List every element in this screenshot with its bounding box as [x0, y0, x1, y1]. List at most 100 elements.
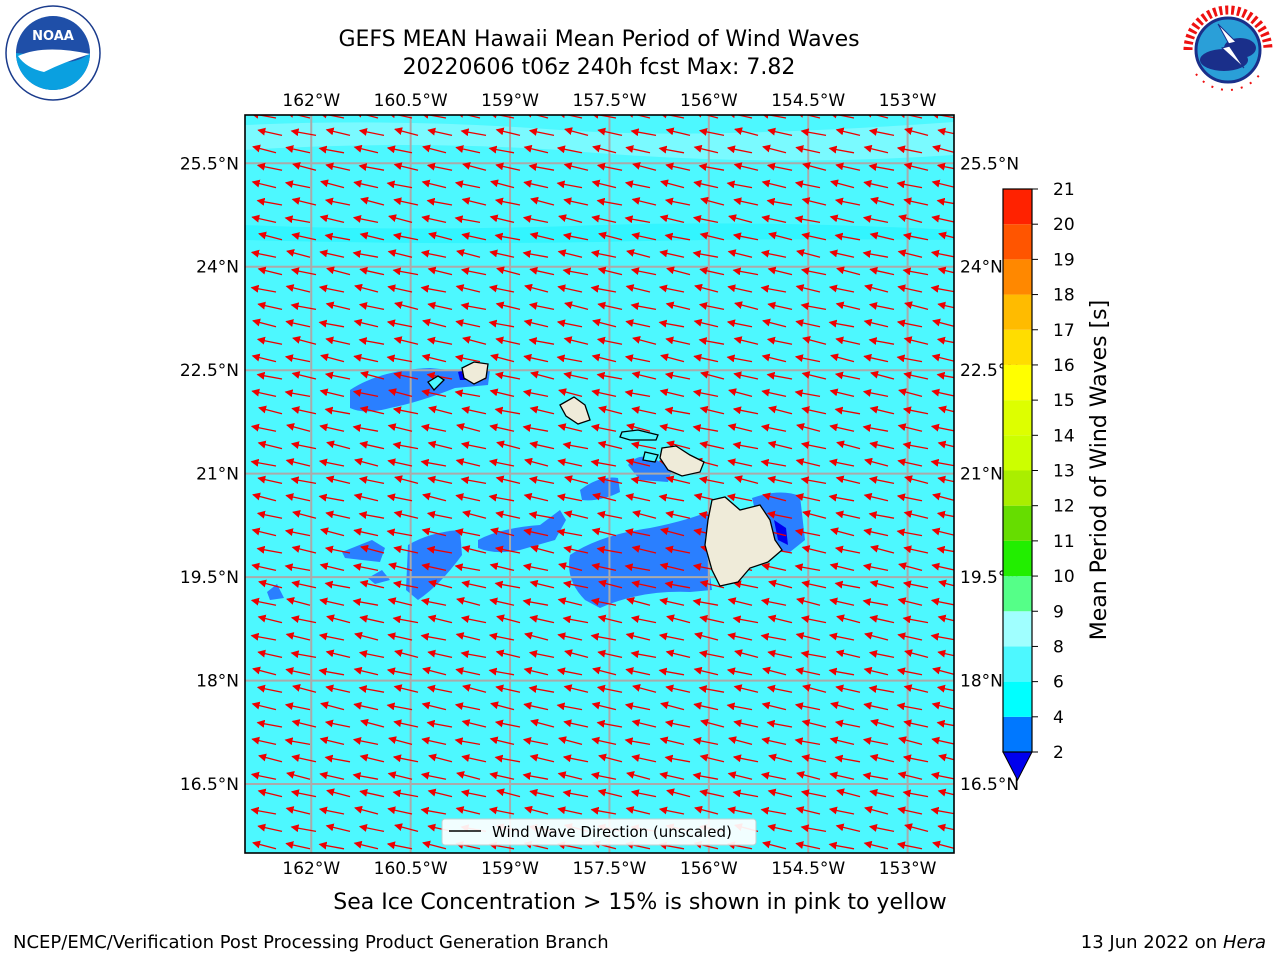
- colorbar-segment: [1003, 364, 1032, 401]
- wind-vector: [868, 127, 895, 137]
- wind-vector: [626, 771, 651, 780]
- island-molokai: [619, 429, 659, 441]
- wind-vector: [903, 336, 929, 345]
- wind-vector: [393, 719, 419, 728]
- wind-vector: [489, 597, 515, 606]
- wind-vector: [557, 423, 583, 432]
- wind-vector: [319, 597, 345, 606]
- wind-vector: [767, 823, 793, 833]
- wind-vector: [660, 179, 685, 189]
- wind-vector: [325, 301, 351, 311]
- wind-vector: [325, 475, 351, 485]
- wind-vector: [388, 562, 413, 572]
- wind-vector: [864, 457, 889, 467]
- wind-vector: [359, 579, 385, 589]
- lon-tick-label-top: 153°W: [879, 91, 937, 111]
- wind-vector: [896, 354, 923, 363]
- wind-vector: [862, 214, 889, 224]
- wind-vector: [761, 388, 787, 398]
- wind-vector: [698, 685, 725, 693]
- wind-vector: [734, 301, 759, 311]
- colorbar-segment: [1003, 259, 1032, 295]
- wind-vector: [795, 284, 821, 293]
- wind-vector: [490, 179, 515, 189]
- wind-vector: [930, 249, 954, 258]
- wind-vector: [903, 197, 929, 206]
- wind-vector: [393, 545, 419, 554]
- lat-tick-label-right: 21°N: [960, 465, 1003, 485]
- wind-vector: [557, 458, 583, 467]
- sea-ice-note: Sea Ice Concentration > 15% is shown in …: [333, 890, 947, 915]
- wind-vector: [456, 249, 481, 258]
- colorbar-tick-label: 12: [1053, 497, 1075, 517]
- wind-vector: [352, 424, 379, 432]
- wind-vector: [528, 301, 555, 311]
- colorbar-tick-label: 4: [1053, 708, 1064, 728]
- wind-vector: [318, 841, 345, 850]
- wind-vector: [285, 458, 311, 467]
- wind-vector: [762, 492, 787, 502]
- wind-vector: [766, 197, 793, 206]
- wind-vector: [694, 805, 719, 815]
- wind-vector: [393, 371, 419, 380]
- wind-vector: [489, 736, 515, 746]
- wind-vector: [795, 319, 821, 328]
- wind-vector: [660, 527, 685, 537]
- wind-vector: [897, 249, 923, 258]
- wind-vector: [937, 788, 954, 797]
- wind-vector: [427, 649, 453, 659]
- wind-vector: [393, 197, 419, 206]
- wind-vector: [523, 701, 549, 711]
- wind-vector: [562, 789, 589, 798]
- wind-vector: [488, 806, 515, 815]
- wind-vector: [665, 510, 691, 519]
- wind-vector: [353, 492, 379, 502]
- wind-vector: [422, 144, 447, 154]
- wind-vector: [864, 283, 889, 293]
- colorbar-tick-label: 6: [1053, 673, 1064, 693]
- wind-vector: [829, 214, 855, 224]
- wind-vector: [522, 598, 549, 606]
- wind-vector: [326, 440, 351, 450]
- wind-vector: [354, 805, 379, 815]
- wind-vector: [904, 823, 929, 833]
- wind-vector: [932, 144, 954, 153]
- wind-vector: [897, 423, 923, 432]
- wind-vector: [896, 841, 923, 850]
- wind-vector: [868, 475, 895, 485]
- wind-vector: [630, 615, 657, 624]
- wind-vector: [250, 597, 277, 606]
- wind-vector: [625, 145, 651, 154]
- colorbar-tick-label: 16: [1053, 356, 1075, 376]
- wind-vector: [863, 840, 889, 850]
- wind-vector: [630, 267, 657, 276]
- colorbar-segment: [1003, 505, 1032, 541]
- wind-vector: [359, 788, 385, 798]
- wind-vector: [868, 301, 895, 311]
- wind-vector: [896, 702, 923, 711]
- wind-vector: [290, 650, 317, 659]
- wind-vector: [794, 389, 821, 398]
- wind-vector: [801, 197, 827, 206]
- wind-vector: [693, 353, 719, 363]
- wind-vector: [864, 805, 889, 815]
- colorbar-label: Mean Period of Wind Waves [s]: [1087, 300, 1112, 640]
- colorbar-segment: [1003, 611, 1032, 647]
- wind-vector: [454, 180, 481, 189]
- wind-vector: [284, 737, 311, 746]
- wind-vector: [734, 127, 759, 137]
- wind-vector: [664, 545, 691, 554]
- wind-vector: [930, 458, 954, 467]
- wind-vector: [801, 371, 827, 380]
- wind-vector: [800, 441, 827, 450]
- wind-vector: [902, 580, 929, 589]
- wind-vector: [630, 650, 657, 659]
- wind-vector: [325, 684, 351, 693]
- island-kahoolawe: [642, 451, 659, 463]
- wind-vector: [937, 440, 954, 449]
- wind-vector: [558, 736, 583, 746]
- wind-vector: [727, 771, 753, 780]
- wind-vector: [896, 145, 923, 154]
- lat-tick-label-left: 18°N: [196, 672, 239, 692]
- wind-vector: [767, 127, 793, 137]
